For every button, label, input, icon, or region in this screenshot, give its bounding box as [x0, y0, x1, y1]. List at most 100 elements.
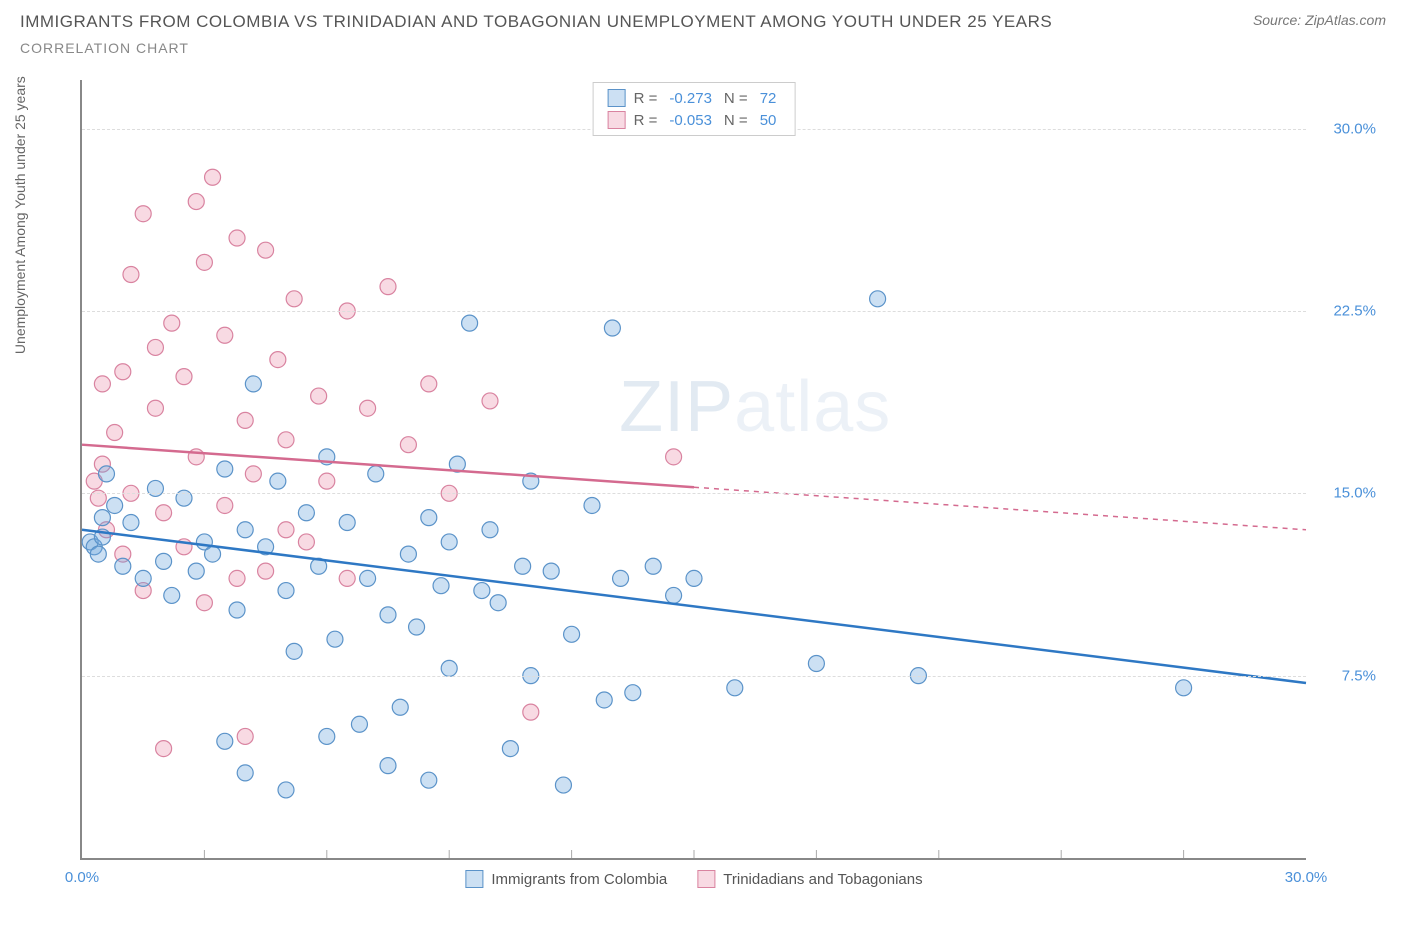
scatter-point: [135, 570, 151, 586]
legend-swatch-pink: [697, 870, 715, 888]
scatter-point: [270, 473, 286, 489]
legend-item-series-1: Immigrants from Colombia: [465, 870, 667, 888]
scatter-point: [176, 369, 192, 385]
scatter-point: [156, 505, 172, 521]
scatter-point: [441, 534, 457, 550]
scatter-point: [217, 497, 233, 513]
legend-swatch-blue: [465, 870, 483, 888]
scatter-point: [147, 339, 163, 355]
scatter-point: [482, 522, 498, 538]
legend-r-value-1: -0.273: [669, 90, 712, 107]
legend-label-series-1: Immigrants from Colombia: [491, 871, 667, 888]
correlation-legend: R = -0.273 N = 72 R = -0.053 N = 50: [593, 82, 796, 136]
scatter-point: [421, 510, 437, 526]
scatter-point: [107, 425, 123, 441]
scatter-point: [360, 400, 376, 416]
scatter-point: [474, 583, 490, 599]
scatter-point: [90, 546, 106, 562]
scatter-point: [196, 595, 212, 611]
scatter-point: [237, 765, 253, 781]
source-prefix: Source:: [1253, 12, 1305, 28]
scatter-point: [490, 595, 506, 611]
scatter-point: [156, 553, 172, 569]
scatter-point: [237, 522, 253, 538]
scatter-point: [870, 291, 886, 307]
scatter-point: [270, 352, 286, 368]
scatter-point: [245, 466, 261, 482]
scatter-point: [400, 437, 416, 453]
scatter-point: [319, 473, 335, 489]
scatter-point: [311, 388, 327, 404]
scatter-point: [135, 206, 151, 222]
scatter-point: [482, 393, 498, 409]
y-tick-label: 30.0%: [1333, 120, 1376, 137]
scatter-point: [421, 772, 437, 788]
scatter-point: [584, 497, 600, 513]
scatter-point: [278, 522, 294, 538]
scatter-point: [1176, 680, 1192, 696]
scatter-point: [339, 514, 355, 530]
scatter-point: [229, 230, 245, 246]
scatter-point: [380, 279, 396, 295]
scatter-point: [164, 315, 180, 331]
scatter-point: [278, 583, 294, 599]
scatter-point: [686, 570, 702, 586]
scatter-point: [441, 660, 457, 676]
chart-subtitle: CORRELATION CHART: [0, 36, 1406, 66]
scatter-point: [286, 643, 302, 659]
x-tick-label: 0.0%: [65, 869, 99, 886]
scatter-point: [94, 376, 110, 392]
y-tick-label: 7.5%: [1342, 667, 1376, 684]
legend-r-label: R =: [634, 112, 658, 129]
scatter-point: [298, 505, 314, 521]
scatter-point: [515, 558, 531, 574]
scatter-point: [115, 364, 131, 380]
source-name: ZipAtlas.com: [1305, 12, 1386, 28]
scatter-point: [278, 432, 294, 448]
scatter-point: [245, 376, 261, 392]
legend-r-value-2: -0.053: [669, 112, 712, 129]
scatter-point: [298, 534, 314, 550]
scatter-point: [205, 169, 221, 185]
scatter-point: [229, 570, 245, 586]
scatter-point: [147, 400, 163, 416]
legend-item-series-2: Trinidadians and Tobagonians: [697, 870, 922, 888]
scatter-point: [596, 692, 612, 708]
scatter-point: [196, 254, 212, 270]
chart-header: IMMIGRANTS FROM COLOMBIA VS TRINIDADIAN …: [0, 0, 1406, 36]
scatter-point: [258, 563, 274, 579]
grid-line: [82, 311, 1306, 312]
scatter-point: [319, 728, 335, 744]
scatter-point: [286, 291, 302, 307]
scatter-point: [107, 497, 123, 513]
scatter-point: [380, 758, 396, 774]
scatter-point: [421, 376, 437, 392]
scatter-point: [217, 461, 233, 477]
scatter-point: [400, 546, 416, 562]
scatter-point: [555, 777, 571, 793]
legend-row-series-1: R = -0.273 N = 72: [608, 87, 781, 109]
x-tick-label: 30.0%: [1285, 869, 1328, 886]
scatter-point: [229, 602, 245, 618]
scatter-point: [543, 563, 559, 579]
scatter-point: [156, 741, 172, 757]
scatter-point: [217, 733, 233, 749]
y-tick-label: 15.0%: [1333, 485, 1376, 502]
y-tick-label: 22.5%: [1333, 302, 1376, 319]
legend-swatch-pink: [608, 111, 626, 129]
scatter-point: [462, 315, 478, 331]
legend-n-label: N =: [724, 112, 748, 129]
chart-container: Unemployment Among Youth under 25 years …: [30, 80, 1386, 890]
scatter-point: [278, 782, 294, 798]
scatter-point: [123, 514, 139, 530]
scatter-point: [502, 741, 518, 757]
scatter-point: [237, 728, 253, 744]
scatter-point: [339, 570, 355, 586]
scatter-point: [727, 680, 743, 696]
legend-swatch-blue: [608, 89, 626, 107]
scatter-point: [368, 466, 384, 482]
scatter-point: [327, 631, 343, 647]
legend-row-series-2: R = -0.053 N = 50: [608, 109, 781, 131]
series-legend: Immigrants from Colombia Trinidadians an…: [465, 870, 922, 888]
scatter-point: [666, 449, 682, 465]
